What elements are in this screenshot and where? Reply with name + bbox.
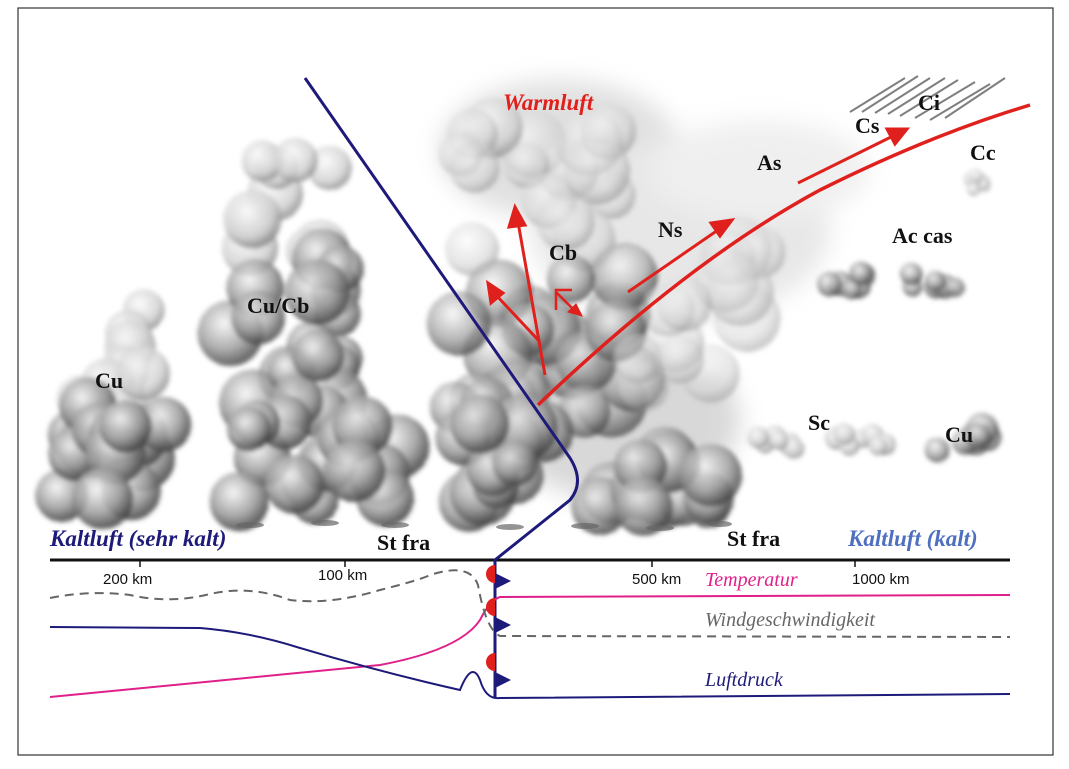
cloud-puff [849,262,872,285]
cloud-puff [968,169,983,184]
cloud-puff [769,431,788,450]
cloud-puff [868,436,887,455]
cloud-puff [223,190,281,248]
cloud-puff [492,441,537,486]
distance-label: 200 km [103,571,152,588]
cloud-label: Sc [808,410,830,435]
cloud-label: Ci [918,90,940,115]
cloud-label: St fra [727,526,780,551]
cloud-puff [706,259,774,327]
cloud-label: Cu/Cb [247,293,309,318]
cloud-puff [747,426,769,448]
cloud-puff [817,272,842,297]
cloud-puff [265,455,324,514]
cloud-puff [273,138,318,183]
cloud-label: Cb [549,240,577,265]
diagram: Warmluft Ci Cs Cc As Ns Cb Ac cas Cu/Cb … [0,0,1069,769]
cloud-puff [323,440,385,502]
curve-label: Temperatur [705,569,798,591]
cloud-label: Cu [945,422,973,447]
warm-air-label: Warmluft [503,90,594,115]
cloud-label: Cu [95,368,123,393]
cloud-puff [925,271,946,292]
cloud-puff [450,143,500,193]
cloud-puff [613,334,662,383]
cloud-label: Ac cas [892,223,953,248]
cloud-puff [450,394,509,453]
page: {"warm_air": "Warmluft", "clouds": ["Ci"… [0,0,1069,769]
cloud-puff [227,407,271,451]
air-mass-label: Kaltluft (sehr kalt) [49,526,226,551]
cloud-puff [833,423,854,444]
distance-label: 1000 km [852,571,910,588]
cloud-label: As [757,150,782,175]
cloud-puff [604,246,654,296]
cloud-puff [966,182,980,196]
cloud-puff [99,400,151,452]
cloud-puff [657,276,712,331]
cloud-puff [680,444,742,506]
cloud-puff [900,263,923,286]
cloud-label: Ns [658,217,683,242]
distance-label: 100 km [318,567,367,584]
cloud-label: Cc [970,140,996,165]
distance-label: 500 km [632,571,681,588]
cloud-puff [72,468,133,529]
air-mass-label: Kaltluft (kalt) [847,526,978,551]
curve-label: Windgeschwindigkeit [705,609,875,631]
cloud-puff [116,346,170,400]
cloud-puff [945,277,965,297]
cloud-label: Cs [855,113,880,138]
cloud-puff [210,472,269,531]
cloud-puff [292,330,344,382]
cloud-puff [655,335,704,384]
curve-label: Luftdruck [704,669,784,691]
cloud-label: St fra [377,530,430,555]
